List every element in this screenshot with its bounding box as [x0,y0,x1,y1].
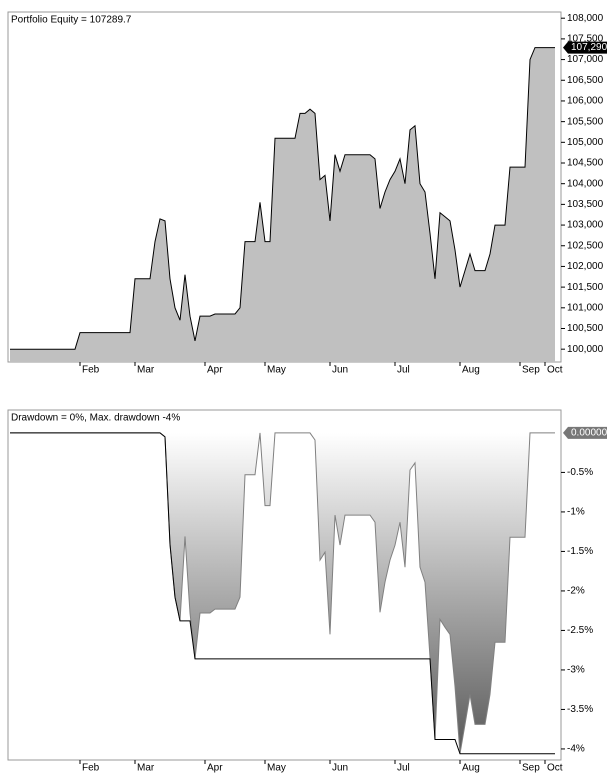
last-value-box [563,41,607,54]
x-tick-label: May [267,763,286,774]
x-tick-label: Feb [82,365,100,376]
x-tick-label: Aug [462,365,480,376]
y-tick-label: 108,000 [567,13,604,24]
last-value-box [563,426,607,439]
y-tick-label: -0.5% [567,467,593,478]
y-tick-label: 103,000 [567,220,604,231]
y-tick-label: 101,500 [567,282,604,293]
y-tick-label: 106,000 [567,96,604,107]
y-tick-label: 105,000 [567,137,604,148]
y-tick-label: -3.5% [567,704,593,715]
y-tick-label: 100,500 [567,323,604,334]
y-tick-label: 107,000 [567,54,604,65]
y-tick-label: 104,000 [567,178,604,189]
y-tick-label: -2.5% [567,625,593,636]
y-tick-label: 101,000 [567,302,604,313]
area [10,432,555,754]
y-tick-label: 102,000 [567,261,604,272]
chart-title: Drawdown = 0%, Max. drawdown -4% [11,413,180,424]
last-value-label: 0.00000 [571,428,608,439]
x-tick-label: Oct [547,763,563,774]
x-tick-label: May [267,365,286,376]
y-tick-label: 102,500 [567,240,604,251]
x-tick-label: Feb [82,763,100,774]
y-tick-label: -3% [567,665,585,676]
x-tick-label: Jul [397,365,410,376]
y-tick-label: -2% [567,586,585,597]
line [10,47,555,350]
x-tick-label: Jun [332,365,348,376]
x-tick-label: Jun [332,763,348,774]
y-tick-label: 100,000 [567,344,604,355]
x-tick-label: Oct [547,365,563,376]
y-tick-label: -1.5% [567,546,593,557]
y-tick-label: 105,500 [567,116,604,127]
y-tick-label: 106,500 [567,75,604,86]
chart-title: Portfolio Equity = 107289.7 [11,15,132,26]
y-tick-label: -4% [567,744,585,755]
x-tick-label: Jul [397,763,410,774]
x-tick-label: Sep [522,763,540,774]
y-tick-label: 104,500 [567,158,604,169]
area [10,47,555,362]
line [10,432,555,755]
x-tick-label: Mar [137,763,155,774]
x-tick-label: Mar [137,365,155,376]
x-tick-label: Apr [207,365,223,376]
y-tick-label: -1% [567,507,585,518]
x-tick-label: Apr [207,763,223,774]
x-tick-label: Aug [462,763,480,774]
y-tick-label: 103,500 [567,199,604,210]
x-tick-label: Sep [522,365,540,376]
last-value-label: 107,290 [571,42,608,53]
y-tick-label: 107,500 [567,34,604,45]
